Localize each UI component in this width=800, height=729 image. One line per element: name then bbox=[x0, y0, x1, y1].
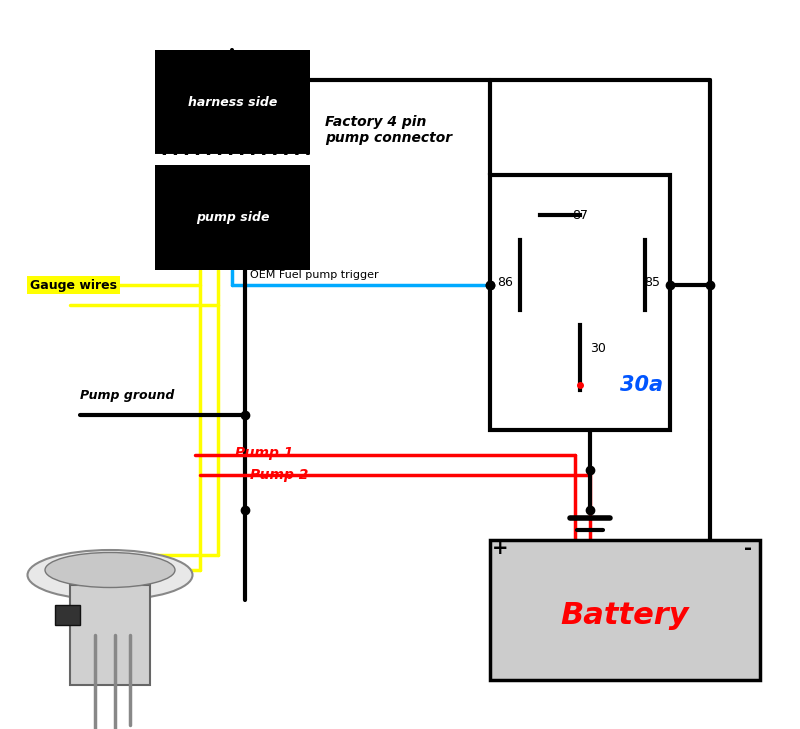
Text: Gauge wires: Gauge wires bbox=[30, 278, 117, 292]
Ellipse shape bbox=[27, 550, 193, 600]
Text: Factory 4 pin
pump connector: Factory 4 pin pump connector bbox=[325, 115, 452, 145]
Text: pump side: pump side bbox=[196, 211, 270, 224]
Bar bbox=[70, 585, 150, 685]
Text: -: - bbox=[744, 539, 752, 558]
Text: Battery: Battery bbox=[561, 601, 690, 630]
Bar bbox=[490, 540, 760, 680]
Bar bbox=[55, 605, 80, 625]
Text: +: + bbox=[492, 539, 508, 558]
Text: 86: 86 bbox=[497, 276, 513, 289]
Text: OEM Fuel pump trigger: OEM Fuel pump trigger bbox=[250, 270, 378, 280]
Bar bbox=[155, 165, 310, 270]
Text: Pump 1: Pump 1 bbox=[235, 446, 294, 460]
Text: 87: 87 bbox=[572, 208, 588, 222]
Text: harness side: harness side bbox=[188, 96, 277, 109]
Text: 30: 30 bbox=[590, 341, 606, 354]
Text: Pump 2: Pump 2 bbox=[250, 468, 308, 482]
Bar bbox=[155, 50, 310, 155]
Text: 85: 85 bbox=[644, 276, 660, 289]
Text: Pump ground: Pump ground bbox=[80, 389, 174, 402]
Ellipse shape bbox=[45, 553, 175, 588]
Text: 30a: 30a bbox=[620, 375, 663, 395]
Bar bbox=[490, 175, 670, 430]
